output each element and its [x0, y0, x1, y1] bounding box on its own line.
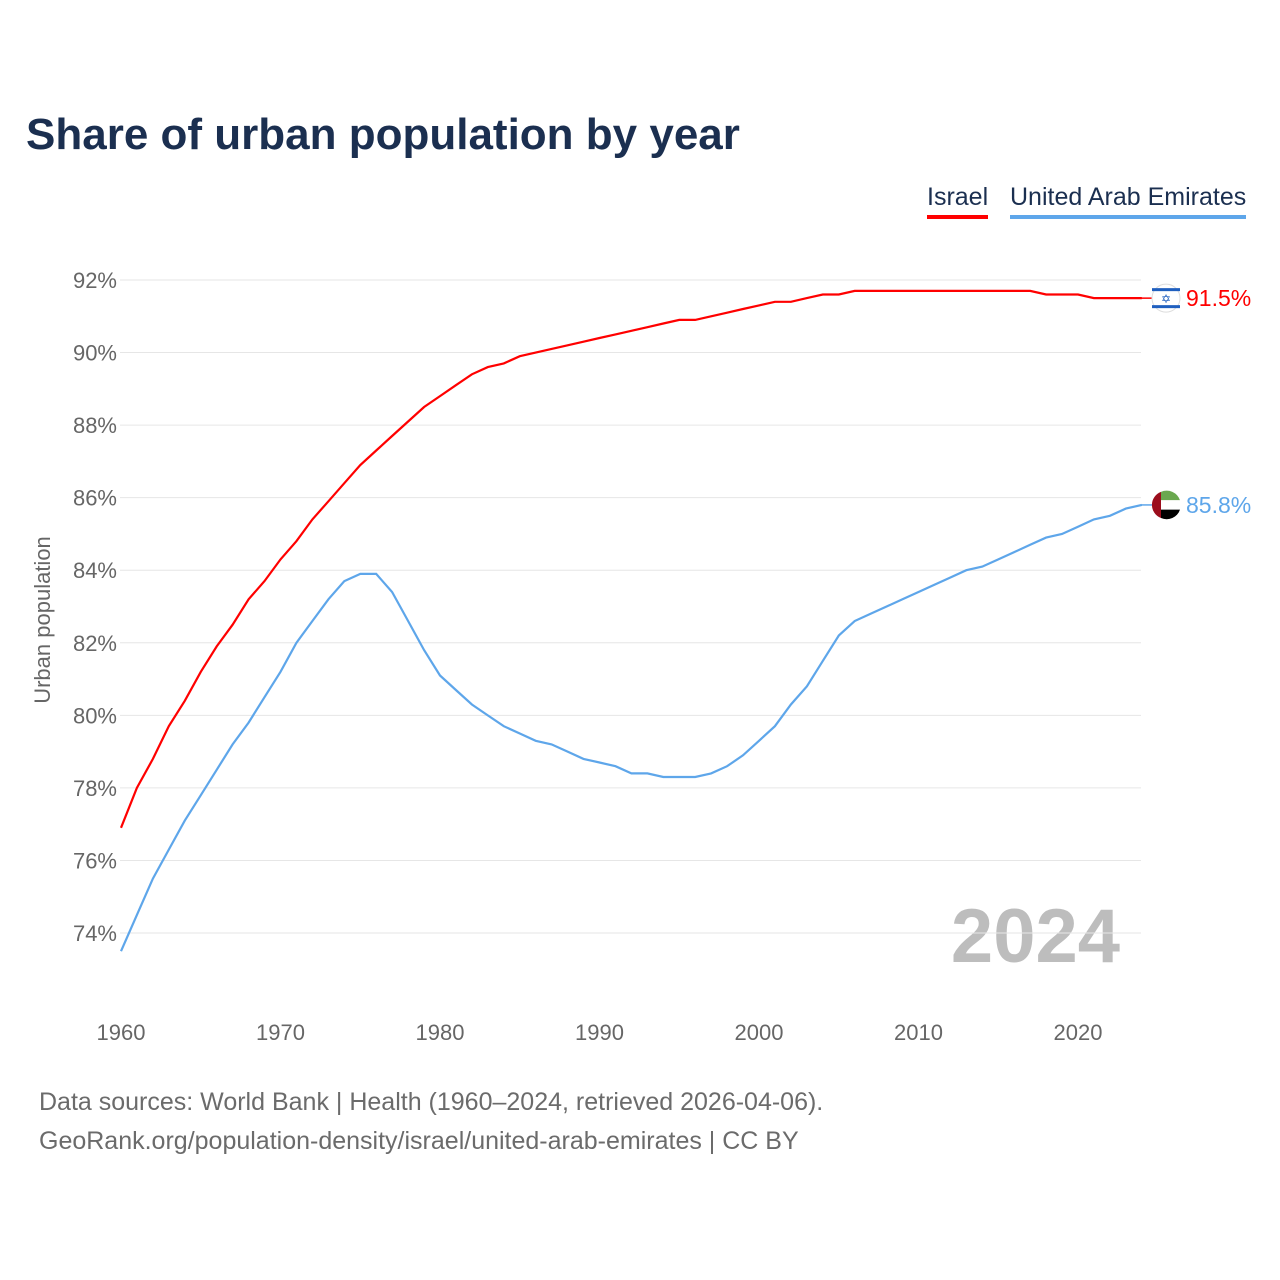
x-tick-label: 2000 — [735, 1020, 784, 1045]
y-tick-label: 86% — [73, 486, 117, 511]
chart-title: Share of urban population by year — [26, 110, 740, 159]
uae-flag-white — [1161, 500, 1180, 510]
series-line-israel — [119, 289, 1142, 829]
x-tick-label: 1970 — [256, 1020, 305, 1045]
y-axis-label: Urban population — [30, 536, 55, 704]
end-value-label: 85.8% — [1186, 492, 1251, 518]
uae-flag-icon — [1151, 491, 1161, 519]
y-tick-label: 74% — [73, 921, 117, 946]
y-tick-label: 84% — [73, 558, 117, 583]
x-tick-label: 1980 — [416, 1020, 465, 1045]
y-tick-label: 78% — [73, 776, 117, 801]
x-tick-label: 2020 — [1054, 1020, 1103, 1045]
star-of-david-icon: ✡ — [1161, 292, 1171, 306]
y-tick-label: 80% — [73, 703, 117, 728]
y-tick-label: 88% — [73, 413, 117, 438]
y-tick-label: 82% — [73, 631, 117, 656]
y-tick-label: 92% — [73, 268, 117, 293]
footer-sources: Data sources: World Bank | Health (1960–… — [39, 1088, 824, 1116]
end-value-label: 91.5% — [1186, 285, 1251, 311]
x-tick-label: 1990 — [575, 1020, 624, 1045]
x-tick-label: 2010 — [894, 1020, 943, 1045]
footer-link[interactable]: GeoRank.org/population-density/israel/un… — [39, 1127, 799, 1155]
israel-flag-stripe — [1152, 288, 1180, 292]
israel-flag-stripe — [1152, 305, 1180, 309]
legend-uae[interactable]: United Arab Emirates — [1010, 183, 1247, 219]
series-line-uae — [119, 503, 1143, 952]
y-tick-label: 90% — [73, 341, 117, 366]
legend-israel[interactable]: Israel — [927, 183, 989, 219]
year-watermark: 2024 — [951, 894, 1120, 979]
x-tick-label: 1960 — [97, 1020, 146, 1045]
uae-flag-black — [1161, 509, 1180, 520]
y-tick-label: 76% — [73, 848, 117, 873]
uae-flag-green — [1161, 490, 1180, 501]
